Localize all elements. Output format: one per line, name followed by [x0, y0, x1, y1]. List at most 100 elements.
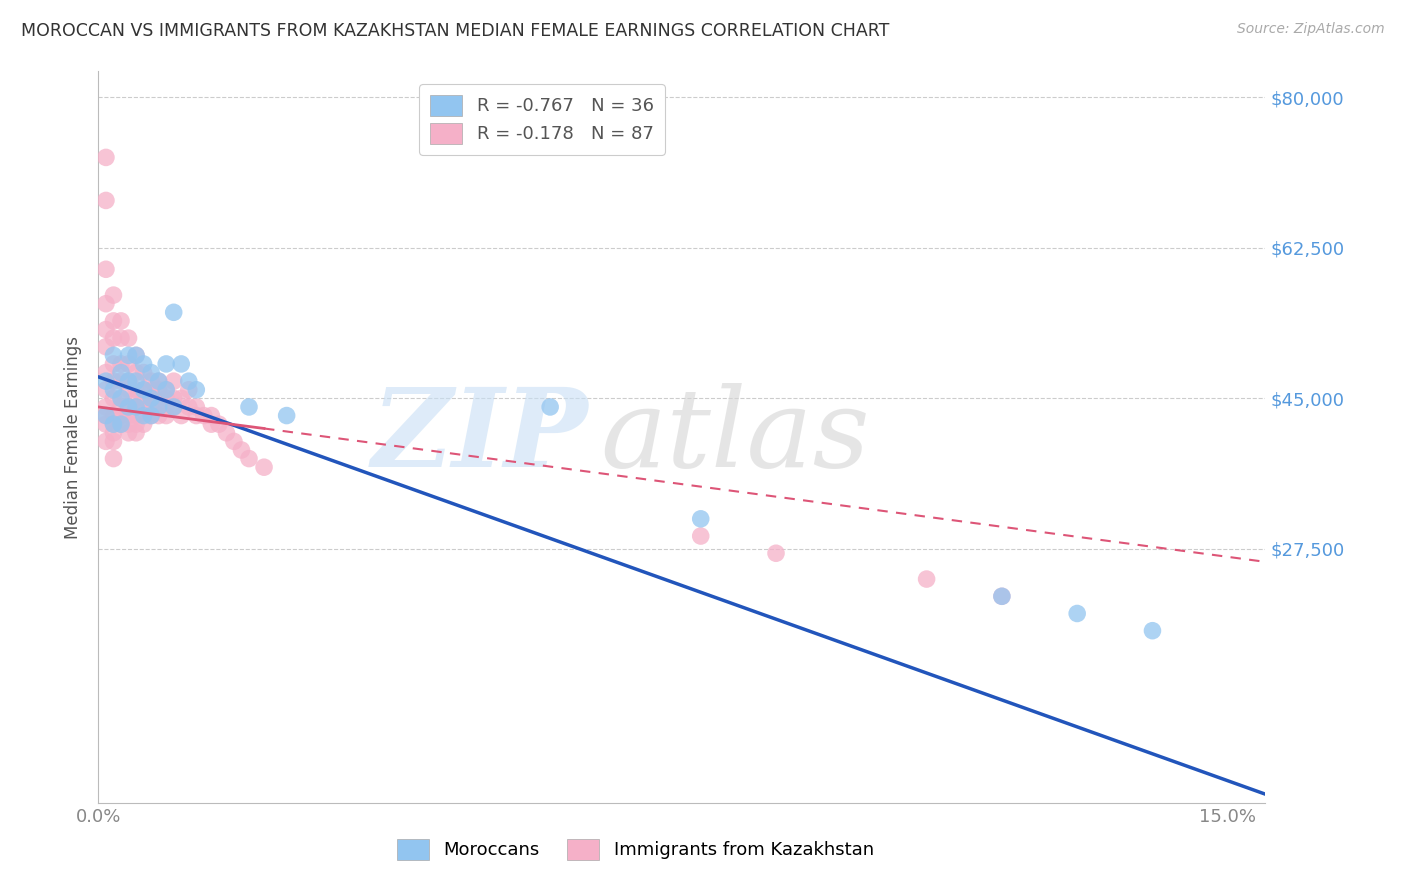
Point — [110, 392, 132, 406]
Point — [200, 417, 222, 432]
Point — [139, 392, 162, 406]
Point — [238, 451, 260, 466]
Point — [110, 331, 132, 345]
Point — [103, 392, 125, 406]
Point — [276, 409, 298, 423]
Point — [538, 400, 561, 414]
Point — [117, 348, 139, 362]
Point — [139, 409, 162, 423]
Point — [125, 348, 148, 362]
Point — [177, 383, 200, 397]
Text: MOROCCAN VS IMMIGRANTS FROM KAZAKHSTAN MEDIAN FEMALE EARNINGS CORRELATION CHART: MOROCCAN VS IMMIGRANTS FROM KAZAKHSTAN M… — [21, 22, 890, 40]
Point — [125, 366, 148, 380]
Point — [117, 331, 139, 345]
Point — [103, 383, 125, 397]
Point — [94, 409, 117, 423]
Point — [103, 288, 125, 302]
Point — [231, 442, 253, 457]
Point — [991, 589, 1014, 603]
Point — [117, 400, 139, 414]
Point — [1142, 624, 1164, 638]
Point — [110, 417, 132, 432]
Point — [94, 296, 117, 310]
Point — [139, 366, 162, 380]
Point — [253, 460, 276, 475]
Point — [103, 409, 125, 423]
Point — [117, 357, 139, 371]
Point — [132, 392, 155, 406]
Point — [222, 434, 245, 449]
Point — [103, 425, 125, 440]
Point — [186, 383, 208, 397]
Point — [117, 374, 139, 388]
Point — [132, 357, 155, 371]
Point — [117, 409, 139, 423]
Point — [1066, 607, 1088, 621]
Point — [103, 348, 125, 362]
Point — [103, 434, 125, 449]
Point — [132, 366, 155, 380]
Point — [148, 409, 170, 423]
Point — [103, 417, 125, 432]
Point — [155, 383, 177, 397]
Point — [163, 400, 186, 414]
Point — [139, 383, 162, 397]
Point — [132, 409, 155, 423]
Point — [94, 150, 117, 164]
Legend: Moroccans, Immigrants from Kazakhstan: Moroccans, Immigrants from Kazakhstan — [389, 831, 882, 867]
Point — [103, 374, 125, 388]
Point — [125, 400, 148, 414]
Point — [689, 529, 711, 543]
Point — [155, 383, 177, 397]
Point — [94, 383, 117, 397]
Point — [991, 589, 1014, 603]
Point — [103, 357, 125, 371]
Point — [117, 425, 139, 440]
Point — [94, 434, 117, 449]
Point — [94, 409, 117, 423]
Y-axis label: Median Female Earnings: Median Female Earnings — [65, 335, 83, 539]
Point — [110, 366, 132, 380]
Point — [148, 374, 170, 388]
Point — [155, 409, 177, 423]
Point — [170, 409, 193, 423]
Point — [94, 340, 117, 354]
Point — [163, 392, 186, 406]
Point — [125, 417, 148, 432]
Point — [125, 425, 148, 440]
Point — [132, 383, 155, 397]
Point — [148, 383, 170, 397]
Point — [94, 400, 117, 414]
Point — [125, 400, 148, 414]
Point — [163, 374, 186, 388]
Point — [110, 392, 132, 406]
Point — [215, 425, 238, 440]
Point — [110, 357, 132, 371]
Point — [148, 400, 170, 414]
Point — [125, 409, 148, 423]
Point — [125, 348, 148, 362]
Point — [177, 374, 200, 388]
Point — [139, 374, 162, 388]
Text: ZIP: ZIP — [373, 384, 589, 491]
Point — [163, 305, 186, 319]
Point — [155, 357, 177, 371]
Point — [94, 262, 117, 277]
Point — [208, 417, 231, 432]
Point — [132, 383, 155, 397]
Point — [94, 194, 117, 208]
Text: Source: ZipAtlas.com: Source: ZipAtlas.com — [1237, 22, 1385, 37]
Point — [193, 409, 215, 423]
Point — [765, 546, 787, 560]
Point — [148, 400, 170, 414]
Point — [125, 374, 148, 388]
Point — [117, 374, 139, 388]
Point — [110, 409, 132, 423]
Point — [163, 400, 186, 414]
Text: atlas: atlas — [600, 384, 870, 491]
Point — [186, 400, 208, 414]
Point — [103, 451, 125, 466]
Point — [110, 314, 132, 328]
Point — [110, 400, 132, 414]
Point — [155, 392, 177, 406]
